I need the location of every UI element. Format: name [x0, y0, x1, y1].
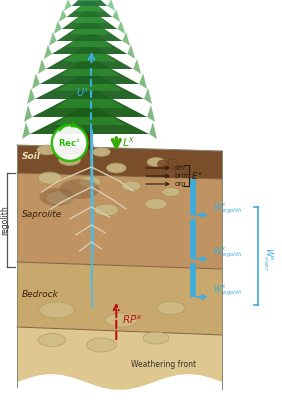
Polygon shape — [17, 145, 222, 179]
Polygon shape — [38, 59, 46, 74]
Polygon shape — [64, 0, 72, 11]
Polygon shape — [57, 19, 122, 41]
Ellipse shape — [37, 145, 57, 155]
Text: $U^x$: $U^x$ — [76, 87, 90, 99]
Polygon shape — [44, 45, 52, 59]
Polygon shape — [55, 84, 124, 108]
Ellipse shape — [162, 188, 180, 197]
Polygon shape — [102, 0, 110, 1]
Ellipse shape — [106, 163, 126, 173]
Polygon shape — [76, 0, 103, 12]
Text: org: org — [175, 181, 186, 187]
Circle shape — [52, 125, 87, 161]
Polygon shape — [122, 32, 130, 46]
Polygon shape — [63, 41, 116, 61]
Text: Rec$^x$: Rec$^x$ — [58, 138, 81, 149]
Polygon shape — [60, 54, 119, 76]
Polygon shape — [69, 0, 77, 1]
Text: regolith: regolith — [1, 205, 10, 235]
Ellipse shape — [168, 159, 178, 167]
Polygon shape — [67, 28, 112, 47]
Text: $W^x_{regolith}$: $W^x_{regolith}$ — [213, 202, 242, 217]
Polygon shape — [149, 122, 157, 139]
Text: $L^x$: $L^x$ — [122, 135, 136, 149]
Polygon shape — [73, 6, 106, 23]
Ellipse shape — [46, 191, 74, 205]
Text: $RP^x$: $RP^x$ — [122, 314, 143, 326]
Ellipse shape — [92, 147, 110, 157]
Polygon shape — [72, 0, 107, 6]
Text: Weathering front: Weathering front — [131, 360, 196, 369]
Polygon shape — [54, 21, 62, 34]
Polygon shape — [17, 262, 222, 335]
Polygon shape — [22, 122, 30, 139]
Polygon shape — [62, 9, 117, 29]
Polygon shape — [107, 0, 115, 11]
Polygon shape — [32, 87, 147, 117]
Ellipse shape — [157, 302, 185, 315]
Text: prim: prim — [175, 173, 191, 179]
Text: $W^x_{regolith}$: $W^x_{regolith}$ — [213, 284, 242, 298]
Polygon shape — [67, 0, 112, 17]
Polygon shape — [17, 173, 222, 269]
Ellipse shape — [39, 302, 74, 318]
Polygon shape — [133, 59, 141, 74]
Ellipse shape — [79, 177, 100, 188]
Polygon shape — [54, 101, 125, 125]
Text: Bedrock: Bedrock — [22, 290, 59, 299]
Ellipse shape — [38, 172, 62, 184]
Ellipse shape — [105, 313, 137, 327]
Text: Saprolite: Saprolite — [22, 210, 62, 219]
Polygon shape — [27, 88, 35, 104]
Ellipse shape — [143, 332, 169, 344]
Ellipse shape — [39, 188, 74, 206]
Polygon shape — [57, 68, 122, 91]
Polygon shape — [40, 57, 139, 84]
Polygon shape — [112, 10, 120, 22]
Polygon shape — [35, 71, 144, 99]
Polygon shape — [70, 16, 109, 35]
Text: $W^x_{regolith}$: $W^x_{regolith}$ — [213, 246, 242, 260]
Polygon shape — [127, 45, 135, 59]
Text: sec: sec — [175, 165, 187, 171]
Polygon shape — [139, 73, 147, 89]
Text: $E^x$: $E^x$ — [191, 170, 203, 181]
Polygon shape — [147, 105, 155, 122]
Ellipse shape — [175, 166, 187, 175]
Polygon shape — [32, 73, 40, 89]
Ellipse shape — [94, 204, 119, 216]
Ellipse shape — [87, 338, 116, 352]
Ellipse shape — [59, 155, 81, 166]
Ellipse shape — [60, 179, 100, 199]
Ellipse shape — [157, 160, 168, 168]
Polygon shape — [30, 104, 149, 134]
Ellipse shape — [147, 158, 165, 166]
Text: $W^x_{river}$: $W^x_{river}$ — [261, 247, 275, 271]
Polygon shape — [117, 21, 125, 34]
Ellipse shape — [162, 168, 176, 178]
Polygon shape — [79, 0, 100, 1]
Ellipse shape — [38, 333, 66, 346]
Ellipse shape — [121, 181, 141, 191]
Text: Soil: Soil — [22, 152, 41, 161]
Polygon shape — [49, 32, 57, 46]
Ellipse shape — [145, 199, 167, 210]
Polygon shape — [85, 131, 93, 149]
Polygon shape — [46, 44, 133, 69]
Polygon shape — [144, 88, 152, 104]
Polygon shape — [24, 105, 32, 122]
Polygon shape — [17, 327, 222, 390]
Polygon shape — [59, 10, 67, 22]
Polygon shape — [52, 31, 127, 54]
